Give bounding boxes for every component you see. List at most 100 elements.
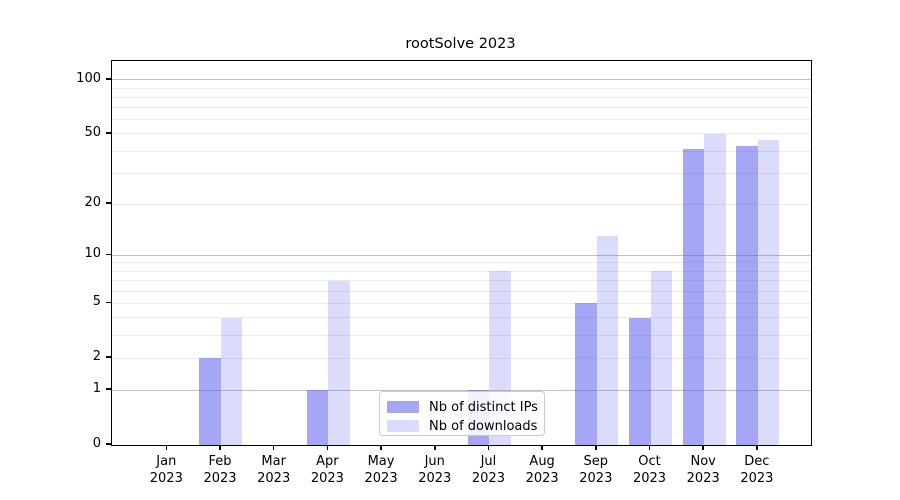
bar-downloads [596,236,619,445]
legend-swatch [387,420,419,432]
x-tick-month: Nov [690,454,716,469]
minor-gridline [112,302,811,304]
x-tick-month: Mar [261,454,286,469]
x-tick-month: Apr [316,454,339,469]
x-tick-label: Jul 2023 [446,453,530,487]
y-tickmark [106,78,111,80]
x-tick-label: May 2023 [339,453,423,487]
x-tickmark [326,445,329,450]
x-tick-year: 2023 [579,471,613,486]
x-tick-label: Feb 2023 [178,453,262,487]
x-tickmark [272,445,275,450]
bars-layer [112,61,811,445]
x-tick-label: Jan 2023 [124,453,208,487]
y-tick-label: 5 [92,294,101,310]
minor-gridline [112,87,811,89]
x-tick-year: 2023 [525,471,559,486]
y-tickmark [106,132,111,134]
y-tickmark [106,301,111,304]
y-tick-label: 100 [76,70,101,86]
minor-gridline [112,203,811,205]
y-tickmark [106,356,111,358]
x-tickmark [756,445,758,450]
x-tick-month: Aug [529,454,555,469]
minor-gridline [112,119,811,121]
bar-downloads [650,271,672,445]
minor-gridline [112,150,811,152]
x-tickmark [702,445,704,450]
x-tickmark [541,445,543,450]
y-tickmark [106,202,111,204]
minor-gridline [112,280,811,282]
bar-downloads [757,140,780,445]
x-tick-year: 2023 [471,471,505,486]
minor-gridline [112,317,811,319]
x-tick-label: Dec 2023 [715,453,799,487]
y-tickmark [106,388,111,390]
x-tick-year: 2023 [418,471,452,486]
legend: Nb of distinct IPs Nb of downloads [379,391,545,436]
bar-distinct-ips [306,390,329,445]
major-gridline [112,79,811,81]
x-tickmark [165,445,168,450]
minor-gridline [112,107,811,109]
major-gridline [112,389,811,391]
x-tick-month: May [367,454,395,469]
x-tick-year: 2023 [632,471,667,486]
x-tick-year: 2023 [740,471,774,486]
bar-distinct-ips [199,358,221,445]
x-tick-label: Aug 2023 [500,453,584,487]
x-tick-month: Jan [156,454,177,469]
x-tick-year: 2023 [364,471,398,486]
x-tickmark [380,445,382,450]
x-tick-year: 2023 [257,471,291,486]
legend-label: Nb of downloads [429,418,538,434]
y-tick-label: 20 [84,195,101,211]
x-tick-year: 2023 [149,471,183,486]
x-tickmark [648,445,651,450]
x-tick-month: Jul [480,454,497,469]
legend-label: Nb of distinct IPs [429,399,538,415]
x-tick-month: Dec [744,454,770,469]
minor-gridline [112,96,811,98]
minor-gridline [112,357,811,359]
bar-distinct-ips [682,149,705,445]
x-tick-label: Jun 2023 [393,453,477,487]
bar-distinct-ips [575,303,597,445]
legend-swatch [387,401,419,413]
bar-distinct-ips [629,317,651,445]
x-tick-month: Jun [424,454,445,469]
y-tick-label: 10 [84,246,101,262]
minor-gridline [112,262,811,264]
y-tickmark [106,253,111,256]
x-tick-label: Oct 2023 [608,453,692,487]
x-tickmark [434,445,436,450]
major-gridline [112,254,811,256]
x-tick-month: Oct [638,454,661,469]
x-tick-label: Sep 2023 [554,453,638,487]
x-tickmark [487,445,490,450]
minor-gridline [112,290,811,292]
x-tick-label: Mar 2023 [232,453,316,487]
bar-distinct-ips [736,145,758,445]
bar-downloads [220,317,243,445]
bar-downloads [704,134,726,445]
minor-gridline [112,270,811,272]
y-tick-label: 50 [84,124,101,140]
minor-gridline [112,172,811,174]
minor-gridline [112,133,811,135]
y-tick-label: 0 [92,436,101,451]
x-tickmark [595,445,597,450]
legend-item: Nb of distinct IPs [387,399,544,415]
x-tick-year: 2023 [203,471,237,486]
y-tick-label: 2 [92,349,101,365]
x-tick-label: Apr 2023 [285,453,369,487]
y-tickmark [106,443,111,445]
x-tickmark [219,445,221,450]
x-tick-label: Nov 2023 [661,453,745,487]
chart-title: rootSolve 2023 [405,36,516,52]
plot-area: Nb of distinct IPs Nb of downloads [111,60,812,446]
x-tick-year: 2023 [310,471,344,486]
x-tick-month: Sep [583,454,609,469]
